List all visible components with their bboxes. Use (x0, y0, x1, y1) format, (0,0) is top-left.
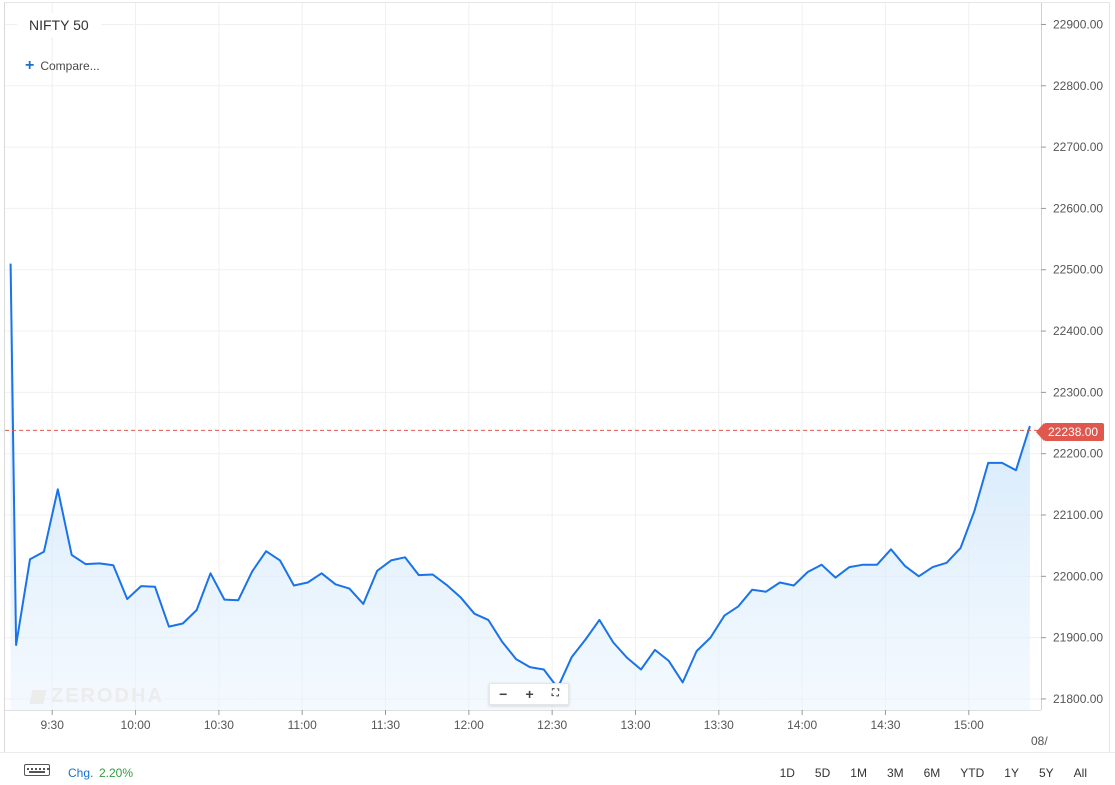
x-tick-label: 10:00 (121, 718, 151, 732)
x-tick-label: 15:00 (954, 718, 984, 732)
y-tick-label: 22800.00 (1053, 79, 1103, 93)
y-tick-label: 22200.00 (1053, 447, 1103, 461)
compare-label: Compare... (40, 59, 100, 73)
y-tick-label: 22000.00 (1053, 569, 1103, 583)
change-label: Chg. (68, 766, 94, 780)
x-tick-label: 14:00 (787, 718, 817, 732)
keyboard-icon[interactable] (24, 764, 50, 776)
period-1y[interactable]: 1Y (1004, 766, 1019, 780)
x-tick-label: 11:00 (288, 718, 317, 732)
x-tick-label: 14:30 (870, 718, 900, 732)
period-all[interactable]: All (1073, 766, 1087, 780)
x-tick-label: 9:30 (41, 718, 65, 732)
period-1m[interactable]: 1M (850, 766, 867, 780)
plus-icon: + (25, 57, 35, 74)
y-tick-label: 22300.00 (1053, 385, 1103, 399)
watermark-text: ZERODHA (51, 685, 164, 707)
x-tick-label: 12:00 (454, 718, 484, 732)
zoom-out-icon[interactable]: − (499, 686, 508, 702)
x-edge-date-label: 08/ (1031, 734, 1048, 748)
compare-button[interactable]: + Compare... (25, 57, 100, 74)
period-3m[interactable]: 3M (886, 766, 904, 780)
x-tick-label: 11:30 (371, 718, 400, 732)
period-5d[interactable]: 5D (814, 766, 831, 780)
change-value: 2.20% (99, 766, 134, 780)
x-tick-label: 13:30 (704, 718, 734, 732)
period-ytd[interactable]: YTD (960, 766, 985, 780)
y-tick-label: 21800.00 (1053, 692, 1103, 706)
x-tick-label: 10:30 (204, 718, 234, 732)
zerodha-logo-icon (29, 689, 47, 704)
zoom-in-icon[interactable]: + (525, 686, 534, 702)
price-line-layer (9, 263, 1031, 689)
period-selector: 1D 5D 1M 3M 6M YTD 1Y 5Y All (760, 766, 1087, 780)
period-1d[interactable]: 1D (779, 766, 795, 780)
x-axis: 9:30 10:00 10:30 11:00 11:30 12:00 12:30 13:00 1… (5, 710, 1048, 748)
fullscreen-icon[interactable]: ⛶ (551, 688, 559, 699)
price-chart[interactable]: 22900.00 22800.00 22700.00 22600.00 22500.00… (5, 3, 1111, 753)
zerodha-watermark: ZERODHA (29, 685, 164, 708)
y-tick-label: 21900.00 (1053, 631, 1103, 645)
price-area (10, 263, 1030, 710)
zoom-controls: − + ⛶ (489, 683, 569, 705)
price-area-layer (10, 263, 1030, 710)
y-tick-label: 22500.00 (1053, 263, 1103, 277)
y-tick-label: 22400.00 (1053, 324, 1103, 338)
x-tick-label: 12:30 (537, 718, 567, 732)
y-axis: 22900.00 22800.00 22700.00 22600.00 22500.00… (1041, 3, 1103, 710)
chart-area[interactable]: 22900.00 22800.00 22700.00 22600.00 22500.00… (4, 2, 1110, 752)
period-5y[interactable]: 5Y (1038, 766, 1054, 780)
x-tick-label: 13:00 (620, 718, 650, 732)
y-tick-label: 22700.00 (1053, 140, 1103, 154)
chart-footer: Chg. 2.20% 1D 5D 1M 3M 6M YTD 1Y 5Y All (0, 752, 1115, 785)
period-6m[interactable]: 6M (923, 766, 941, 780)
y-tick-label: 22100.00 (1053, 508, 1103, 522)
y-tick-label: 22600.00 (1053, 201, 1103, 215)
symbol-label[interactable]: NIFTY 50 (17, 13, 101, 37)
price-line (9, 263, 1031, 689)
current-price-tag: 22238.00 (1035, 423, 1105, 441)
y-tick-label: 22900.00 (1053, 17, 1103, 31)
